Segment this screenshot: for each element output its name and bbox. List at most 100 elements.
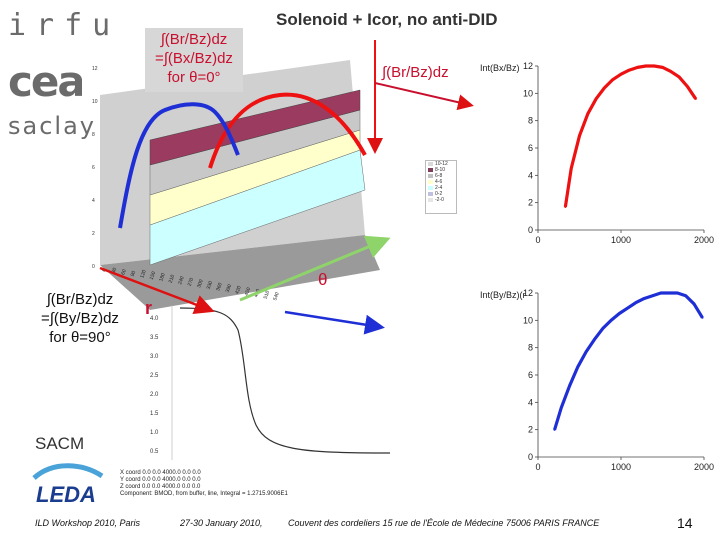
field-y-tick: 2.0 (150, 392, 159, 398)
saclay-logo: saclay (8, 112, 96, 140)
surface-z-tick: 6 (92, 165, 95, 171)
x-tick-label: 0 (535, 462, 540, 472)
y-tick-label: 2 (528, 198, 533, 208)
data-point (669, 70, 672, 73)
data-point (618, 312, 621, 315)
y-axis-label: Int(By/Bz)(r (480, 290, 526, 300)
x-tick-label: 2000 (694, 462, 714, 472)
data-point (628, 68, 631, 72)
data-point (568, 384, 571, 388)
data-point (661, 66, 664, 69)
footer-workshop: ILD Workshop 2010, Paris (35, 518, 141, 528)
data-point (564, 205, 567, 208)
legend-swatch (428, 198, 433, 202)
irfu-logo: irfu (8, 8, 121, 43)
x-tick-label: 1000 (611, 462, 631, 472)
data-point (636, 66, 639, 69)
field-y-tick: 1.5 (150, 411, 159, 417)
data-point (644, 64, 648, 68)
legend-entry: 6-8 (426, 173, 456, 179)
surface-z-tick: 12 (92, 66, 98, 72)
formula-line: ∫(Br/Bz)dz (160, 31, 228, 48)
surface-r-tick: 420 (234, 285, 243, 295)
readout-row: Z coord 0.0 0.0 4000.0 0.0 0.0 (120, 484, 201, 490)
field-y-tick: 4.0 (150, 316, 159, 322)
series-line (553, 291, 704, 431)
field-profile-plot: 4.0 3.5 3.0 2.5 2.0 1.5 1.0 0.5 (150, 305, 391, 460)
y-tick-label: 12 (523, 288, 533, 298)
series-line (563, 64, 698, 208)
data-point (686, 85, 689, 88)
field-y-tick: 3.0 (150, 354, 159, 360)
field-y-tick: 2.5 (150, 373, 159, 379)
footer-dates: 27-30 January 2010, (180, 518, 263, 528)
data-point (692, 302, 696, 306)
y-tick-label: 10 (523, 315, 533, 325)
theta-label: θ (318, 270, 328, 289)
surface-z-tick: 0 (92, 264, 95, 270)
data-point (634, 301, 638, 304)
readout-component: Component: BMOD, from buffer, line, Inte… (120, 491, 288, 497)
surface-z-tick: 8 (92, 132, 95, 138)
field-y-tick: 1.0 (150, 430, 159, 436)
data-point (684, 294, 687, 297)
chart-by: 12 10 8 6 4 2 00 1000 2000 Int(By/Bz)(r (480, 288, 714, 472)
legend-entry: -2-0 (426, 197, 456, 203)
formula-line: =∫(By/Bz)dz (41, 310, 119, 327)
formula-line: =∫(Bx/Bz)dz (155, 50, 233, 67)
y-tick-label: 12 (523, 61, 533, 71)
x-tick-label: 0 (535, 235, 540, 245)
surface-z-ticks: 12 10 8 6 4 2 0 (92, 66, 98, 270)
data-point (677, 75, 681, 79)
formula-box-theta-90: ∫(Br/Bz)dz =∫(By/Bz)dz for θ=90° (30, 290, 130, 347)
y-tick-label: 2 (528, 425, 533, 435)
data-point (578, 134, 581, 137)
y-tick-label: 4 (528, 397, 533, 407)
legend-label: 8-10 (435, 167, 446, 173)
legend-swatch (428, 192, 433, 196)
y-tick-label: 8 (528, 116, 533, 126)
data-point (667, 291, 671, 295)
legend-swatch (428, 174, 433, 178)
legend-swatch (428, 168, 433, 172)
data-point (611, 78, 614, 81)
slide-title: Solenoid + Icor, no anti-DID (276, 10, 498, 29)
legend-label: 10-12 (435, 161, 448, 167)
leda-logo: LEDA (32, 463, 104, 507)
x-tick-label: 2000 (694, 235, 714, 245)
legend-label: 2-4 (435, 185, 443, 191)
legend-swatch (428, 186, 433, 190)
data-point (603, 86, 606, 90)
field-y-tick: 3.5 (150, 335, 159, 341)
formula-line: for θ=90° (49, 329, 111, 346)
data-point (553, 428, 556, 431)
surface-legend: 10-12 8-10 6-8 4-6 2-4 0-2 -2-0 (425, 160, 457, 214)
data-point (593, 338, 596, 341)
legend-label: 6-8 (435, 173, 443, 179)
br-bz-label: ∫(Br/Bz)dz (382, 64, 449, 81)
y-tick-label: 4 (528, 170, 533, 180)
legend-label: 4-6 (435, 179, 443, 185)
legend-label: -2-0 (435, 197, 444, 203)
data-point (653, 64, 656, 68)
footer-venue: Couvent des cordeliers 15 rue de l'École… (288, 518, 600, 528)
sacm-label: SACM (35, 434, 85, 453)
y-tick-label: 0 (528, 452, 533, 462)
data-point (584, 350, 588, 353)
data-point (570, 167, 573, 170)
surface-r-tick: 390 (225, 283, 234, 293)
data-point (676, 291, 679, 295)
data-point (626, 306, 629, 310)
legend-entry: 0-2 (426, 191, 456, 197)
data-point (609, 319, 613, 322)
y-tick-label: 6 (528, 370, 533, 380)
surface-z-tick: 10 (92, 99, 98, 105)
legend-entry: 8-10 (426, 167, 456, 173)
data-point (651, 294, 654, 297)
formula-box-theta-0: ∫(Br/Bz)dz =∫(Bx/Bz)dz for θ=0° (145, 28, 243, 92)
data-point (659, 291, 663, 295)
formula-line: ∫(Br/Bz)dz (46, 291, 114, 308)
y-axis-label: Int(Bx/Bz) (480, 63, 520, 73)
page-number: 14 (677, 515, 693, 531)
data-point (694, 97, 697, 100)
